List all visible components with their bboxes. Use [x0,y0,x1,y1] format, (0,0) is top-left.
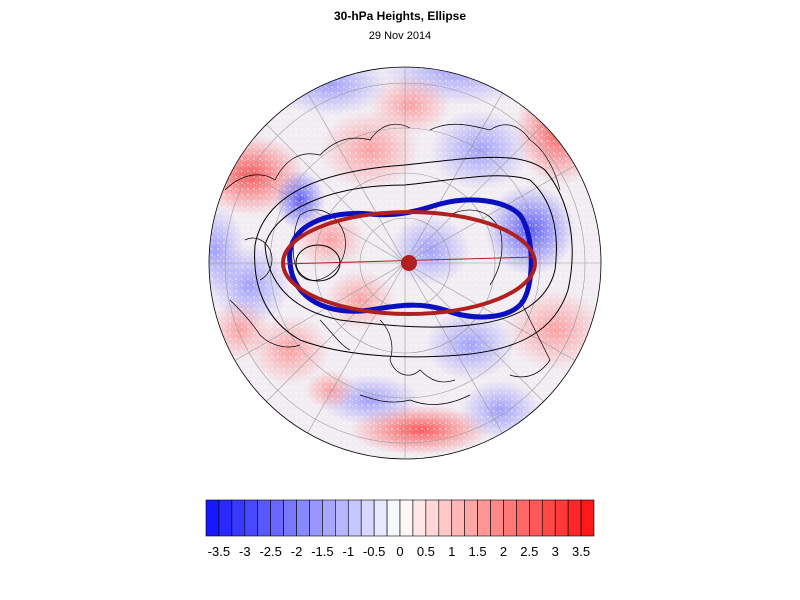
colorbar-box [205,499,220,537]
colorbar-box [322,499,336,537]
chart-date: 29 Nov 2014 [368,30,432,42]
colorbar-tick-label: -0.5 [363,544,385,559]
height-contours [254,156,573,358]
colorbar-box [490,499,504,537]
colorbar-box [464,499,478,537]
colorbar-box [335,499,349,537]
ellipse-fit [281,210,537,316]
colorbar-boxes [205,499,595,537]
colorbar-tick-label: 3.5 [572,544,590,559]
map-boundary [208,66,602,460]
colorbar-box [399,499,414,537]
colorbar-box [541,499,556,537]
colorbar-box [554,499,569,537]
colorbar-box [347,499,362,537]
colorbar-box [516,499,530,537]
colorbar-box [270,499,284,537]
colorbar-box [244,499,259,537]
fitted-ellipse [281,210,537,316]
colorbar-tick-label: -1 [342,544,354,559]
colorbar-box [503,499,517,537]
colorbar-box [451,499,465,537]
colorbar-box [412,499,427,537]
colorbar-box [529,499,543,537]
colorbar-box [386,499,401,537]
colorbar-box [425,499,440,537]
chart-title: 30-hPa Heights, Ellipse [333,9,467,23]
colorbar-tick-label: -3.5 [208,544,230,559]
colorbar-tick-label: 0 [396,544,403,559]
colorbar-box [360,499,375,537]
vortex-centroid [401,255,417,271]
colorbar-tick-label: -2.5 [259,544,281,559]
colorbar-tick-label: 2.5 [520,544,538,559]
colorbar-tick-label: 0.5 [417,544,435,559]
colorbar-box [257,499,271,537]
colorbar-box [283,499,297,537]
colorbar-tick-label: -1.5 [311,544,333,559]
colorbar-box [296,499,310,537]
colorbar-labels: -3.5 -3 -2.5 -2 -1.5 -1 -0.5 0 0.5 1 1.5 2 2.5 3 3.5 [208,544,590,559]
colorbar-box [580,499,595,537]
colorbar-box [309,499,323,537]
colorbar-box [231,499,246,537]
colorbar-box [438,499,453,537]
colorbar-tick-label: 3 [552,544,559,559]
colorbar-tick-label: -3 [239,544,251,559]
colorbar-box [477,499,491,537]
colorbar-tick-label: 1.5 [469,544,487,559]
colorbar-box [567,499,582,537]
colorbar-box [218,499,233,537]
colorbar-tick-label: 1 [448,544,455,559]
colorbar-box [373,499,388,537]
colorbar-tick-label: -2 [291,544,303,559]
graticule [209,67,601,459]
colorbar-tick-label: 2 [500,544,507,559]
